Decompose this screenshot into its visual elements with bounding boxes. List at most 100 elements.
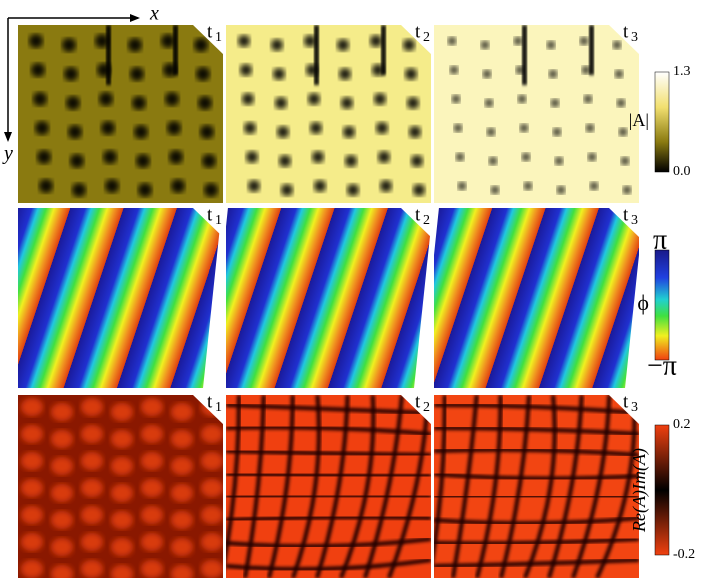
vortex <box>557 186 565 194</box>
vortex <box>345 155 357 167</box>
blob <box>141 506 163 524</box>
vortex <box>514 37 522 45</box>
colorbar <box>654 249 670 361</box>
blob <box>21 533 43 551</box>
node-line <box>547 395 584 578</box>
vortex <box>33 92 47 106</box>
blob <box>111 457 133 475</box>
blob <box>201 560 223 578</box>
node-line <box>315 395 350 578</box>
vortex <box>171 179 185 193</box>
blob <box>111 565 133 578</box>
blob <box>201 479 223 497</box>
blob <box>51 565 73 578</box>
vortex <box>246 151 258 163</box>
node-line <box>434 494 639 499</box>
vortex <box>167 121 181 135</box>
vortex <box>72 183 86 197</box>
blob <box>81 533 103 551</box>
vortex <box>586 124 594 132</box>
vortex <box>130 67 144 81</box>
vortex <box>242 93 254 105</box>
node-line <box>571 395 612 578</box>
time-subscript: 2 <box>423 400 430 415</box>
colorbar-label: |A| <box>629 110 649 130</box>
node-line <box>434 537 639 546</box>
vortex <box>407 97 419 109</box>
panel-image <box>434 208 639 388</box>
colorbar-max: π <box>653 224 667 255</box>
blob <box>201 425 223 443</box>
vortex <box>238 35 250 47</box>
vortex <box>456 153 464 161</box>
time-subscript: 2 <box>423 30 430 45</box>
vortex <box>279 155 291 167</box>
time-subscript: 1 <box>215 400 222 415</box>
blob <box>21 452 43 470</box>
vortex <box>105 179 119 193</box>
phase-field <box>18 208 222 388</box>
colorbar-min: -0.2 <box>673 547 695 562</box>
vortex <box>275 97 287 109</box>
blob <box>171 538 193 556</box>
corner-cut <box>193 208 224 238</box>
vortex <box>240 64 252 76</box>
vortex <box>37 150 51 164</box>
blob <box>111 430 133 448</box>
corner-cut <box>401 395 432 425</box>
time-label: t <box>207 204 213 225</box>
vortex-line <box>381 25 386 75</box>
blob <box>141 398 163 416</box>
blob <box>141 425 163 443</box>
node-line <box>434 425 639 436</box>
vortex <box>411 155 423 167</box>
node-line <box>475 395 503 578</box>
vortex <box>555 157 563 165</box>
time-subscript: 3 <box>631 213 638 228</box>
blob <box>21 425 43 443</box>
vortex <box>485 99 493 107</box>
vortex <box>99 92 113 106</box>
blob <box>201 533 223 551</box>
corner-cut <box>193 25 224 55</box>
vortex <box>489 157 497 165</box>
vortex <box>413 184 425 196</box>
corner-cut <box>609 208 640 238</box>
blob <box>81 425 103 443</box>
node-line <box>523 395 557 578</box>
vortex <box>553 128 561 136</box>
vortex <box>551 99 559 107</box>
vortex <box>378 151 390 163</box>
vortex <box>380 180 392 192</box>
vortex <box>132 96 146 110</box>
vortex <box>617 99 625 107</box>
blob <box>51 403 73 421</box>
corner-cut <box>193 395 224 425</box>
vortex <box>66 96 80 110</box>
vortex <box>522 153 530 161</box>
field <box>226 25 431 203</box>
blob <box>81 398 103 416</box>
time-label: t <box>623 204 629 225</box>
colorbar-max: 1.3 <box>673 64 691 79</box>
vortex <box>310 122 322 134</box>
blob <box>141 533 163 551</box>
time-label: t <box>415 204 421 225</box>
vortex <box>403 39 415 51</box>
blob <box>111 403 133 421</box>
vortex <box>196 67 210 81</box>
panel-image <box>226 395 431 578</box>
node-line <box>226 472 431 478</box>
panel-image <box>434 395 639 578</box>
vortex <box>374 93 386 105</box>
vortex <box>198 96 212 110</box>
blob <box>111 511 133 529</box>
vortex <box>29 34 43 48</box>
vortex <box>103 150 117 164</box>
vortex <box>613 41 621 49</box>
vortex <box>623 186 631 194</box>
blob <box>81 479 103 497</box>
